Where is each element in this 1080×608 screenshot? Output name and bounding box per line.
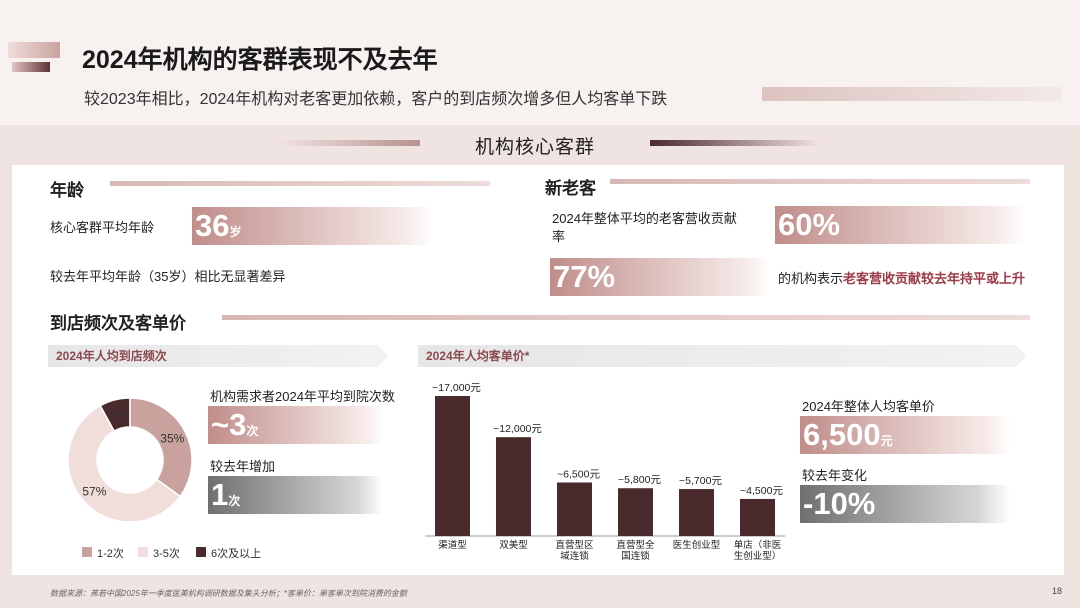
increase-bar: 1次	[208, 476, 383, 514]
old-customer-share-bar: 77%	[550, 258, 770, 296]
overall-price-unit: 元	[880, 434, 893, 448]
price-bar-value-6: ~4,500元	[740, 485, 783, 497]
frequency-donut-chart: 8% 35% 57%	[67, 397, 193, 523]
overall-price-label: 2024年整体人均客单价	[802, 399, 935, 414]
price-bar-value-2: ~12,000元	[493, 423, 542, 435]
increase-value: 1	[211, 477, 229, 512]
freq-unit: 次	[246, 424, 259, 438]
price-bar-category-4-2: 国连锁	[621, 550, 650, 562]
price-bar-value-1: ~17,000元	[432, 382, 481, 394]
frequency-pill-arrow	[378, 345, 388, 367]
overall-price-bar: 6,500元	[800, 416, 1010, 454]
header-band	[0, 0, 1080, 125]
donut-label-3: 8%	[110, 407, 128, 421]
age-avg-unit: 岁	[229, 225, 242, 239]
price-bar-value-3: ~6,500元	[557, 468, 600, 480]
donut-label-2: 57%	[82, 484, 106, 498]
age-avg-bar: 36岁	[192, 207, 432, 245]
price-bar-category-1-1: 渠道型	[438, 539, 467, 551]
price-bar-2	[496, 437, 531, 536]
donut-slice-2	[67, 404, 182, 523]
legend-swatch-1	[82, 547, 92, 557]
orgs-share-bar: 60%	[775, 206, 1025, 244]
donut-label-1: 35%	[160, 431, 184, 445]
price-bar-4	[618, 488, 653, 536]
old-customer-share-value: 77%	[553, 259, 616, 294]
age-avg-label: 核心客群平均年龄	[50, 220, 155, 235]
page-number: 18	[1052, 586, 1063, 596]
freq-bar: ~3次	[208, 406, 383, 444]
age-heading-line	[110, 181, 490, 186]
orgs-note: 的机构表示老客营收贡献较去年持平或上升	[778, 268, 1025, 287]
legend-label-2: 3-5次	[153, 548, 180, 560]
price-change-bar: -10%	[800, 485, 1010, 523]
price-bar-category-6-2: 生创业型）	[734, 550, 782, 562]
customers-heading-line	[610, 179, 1030, 184]
price-bar-category-3-1: 直营型区	[555, 539, 594, 551]
title-decoration-dark	[12, 62, 50, 72]
title-decoration	[8, 42, 60, 58]
section-line-right	[650, 140, 820, 146]
price-pill: 2024年人均客单价*	[418, 345, 1016, 367]
orgs-share-value: 60%	[778, 207, 841, 242]
legend-label-1: 1-2次	[97, 548, 124, 560]
source-note: 数据来源：弗若中国2025年一季度医美机构调研数据及集头分析；*客单价：单客单次…	[50, 589, 407, 598]
increase-label: 较去年增加	[210, 459, 276, 474]
increase-unit: 次	[228, 494, 241, 508]
legend-swatch-3	[196, 547, 206, 557]
price-bar-category-3-2: 域连锁	[560, 550, 589, 562]
orgs-note-prefix: 的机构表示	[778, 271, 844, 286]
price-bar-3	[557, 482, 592, 536]
age-avg-value: 36	[195, 208, 230, 243]
age-heading: 年龄	[50, 181, 84, 200]
age-compare-text: 较去年平均年龄（35岁）相比无显著差异	[50, 269, 286, 284]
visits-heading: 到店频次及客单价	[50, 314, 186, 333]
price-change-label: 较去年变化	[802, 468, 868, 483]
donut-slice-1	[129, 397, 193, 498]
price-bar-category-2-1: 双美型	[499, 539, 528, 551]
freq-value: ~3	[211, 407, 247, 442]
price-bar-category-6-1: 单店（非医	[734, 539, 782, 551]
page-subtitle: 较2023年相比，2024年机构对老客更加依赖，客户的到店频次增多但人均客单下跌	[84, 91, 668, 108]
price-pill-arrow	[1016, 345, 1026, 367]
orgs-note-highlight: 老客营收贡献较去年持平或上升	[843, 271, 1026, 286]
price-bar-value-5: ~5,700元	[679, 475, 722, 487]
price-bar-5	[679, 489, 714, 536]
section-title: 机构核心客群	[474, 137, 595, 158]
section-line-left	[280, 140, 420, 146]
page-title: 2024年机构的客群表现不及去年	[82, 46, 438, 74]
price-change-value: -10%	[803, 486, 876, 521]
customers-heading: 新老客	[545, 179, 596, 198]
customers-label: 2024年整体平均的老客营收贡献率	[552, 211, 737, 244]
price-bar-category-4-1: 直营型全	[616, 539, 655, 551]
frequency-pill: 2024年人均到店频次	[48, 345, 378, 367]
subtitle-decoration	[762, 87, 1062, 101]
price-bar-value-4: ~5,800元	[618, 474, 661, 486]
price-bar-6	[740, 498, 775, 536]
legend-swatch-2	[138, 547, 148, 557]
visits-heading-line	[222, 315, 1030, 320]
overall-price-value: 6,500	[803, 417, 881, 452]
freq-label: 机构需求者2024年平均到院次数	[210, 389, 395, 404]
price-bar-1	[435, 396, 470, 536]
price-bar-category-5-1: 医生创业型	[673, 539, 721, 551]
legend-label-3: 6次及以上	[211, 548, 262, 560]
